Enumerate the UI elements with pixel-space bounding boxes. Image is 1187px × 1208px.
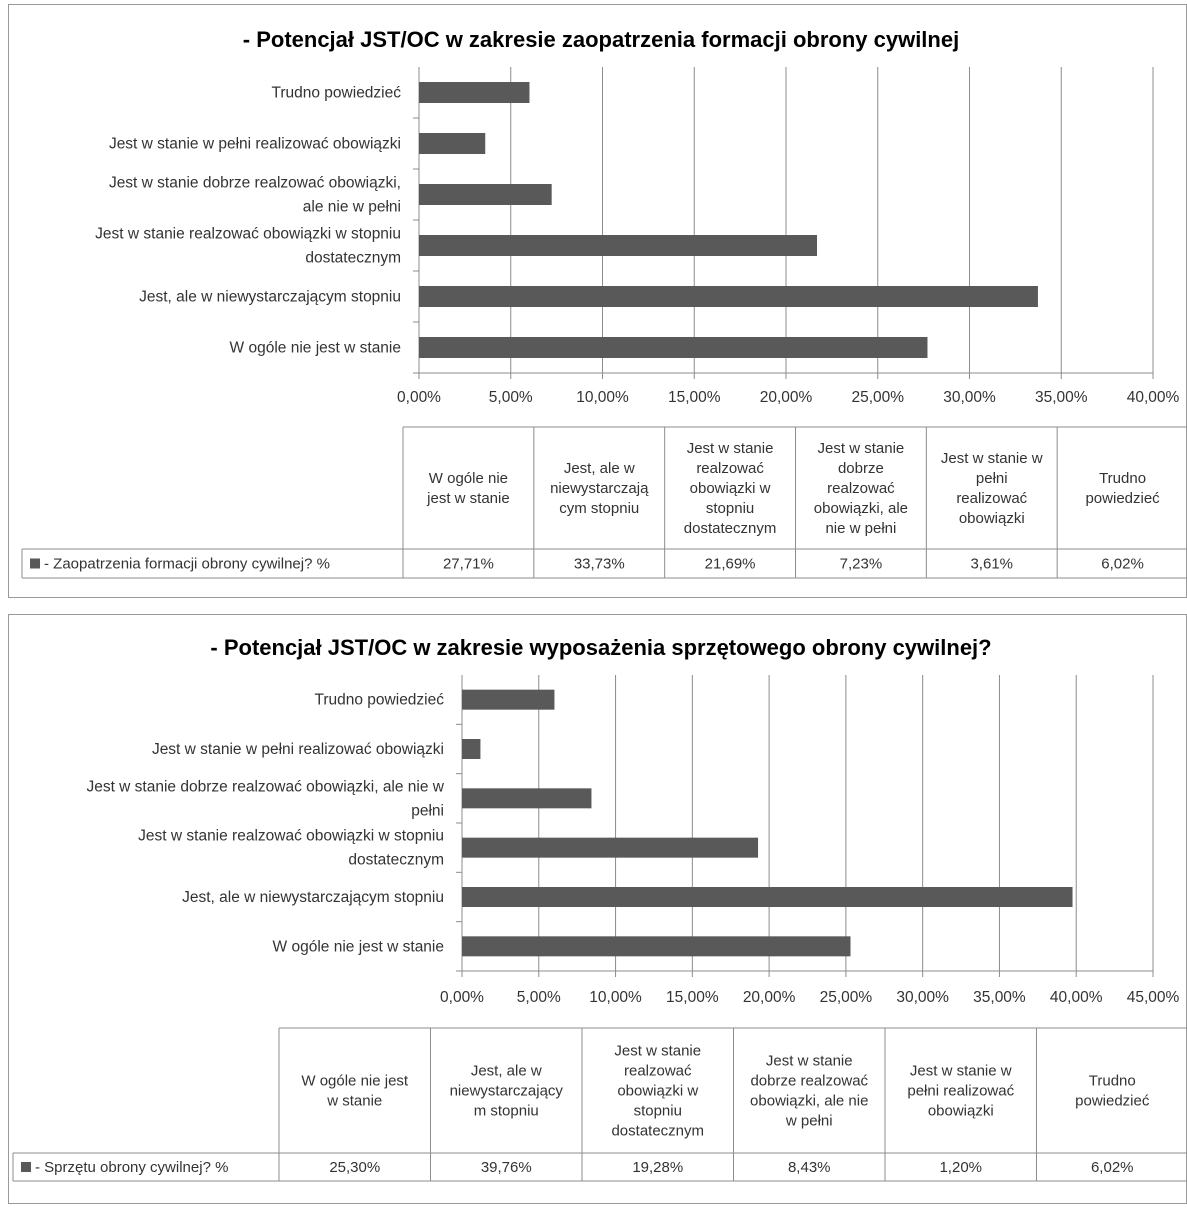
bar — [419, 82, 530, 103]
table-value-cell: 6,02% — [1101, 556, 1144, 573]
chart-panel-supply: - Potencjał JST/OC w zakresie zaopatrzen… — [8, 4, 1187, 598]
bar — [419, 337, 928, 358]
table-value-cell: 33,73% — [574, 556, 625, 573]
bar — [419, 286, 1038, 307]
x-tick-label: 35,00% — [1035, 389, 1088, 406]
x-tick-label: 20,00% — [743, 989, 796, 1006]
table-value-cell: 1,20% — [939, 1159, 982, 1176]
table-value-cell: 27,71% — [443, 556, 494, 573]
category-label: Jest, ale w niewystarczającym stopniu — [139, 289, 401, 306]
chart-supply-svg: - Potencjał JST/OC w zakresie zaopatrzen… — [21, 27, 1187, 579]
chart-equipment-svg: - Potencjał JST/OC w zakresie wyposażeni… — [12, 635, 1187, 1182]
table-header-cell: Jest w stanie dobrze realzować obowiązki, a… — [814, 440, 908, 537]
table-header-cell: Jest w stanie w pełni realizować obowiązki — [941, 450, 1043, 527]
category-label: Jest w stanie w pełni realizować obowiąz… — [109, 136, 401, 153]
table-value-cell: 6,02% — [1091, 1159, 1134, 1176]
x-tick-label: 5,00% — [517, 989, 561, 1006]
bar — [462, 936, 851, 957]
x-tick-label: 25,00% — [851, 389, 904, 406]
category-label: Jest w stanie dobrze realzować obowiązki… — [109, 175, 401, 216]
table-value-cell: 19,28% — [632, 1159, 683, 1176]
bar — [462, 788, 592, 809]
series-name: - Sprzętu obrony cywilnej? % — [35, 1159, 228, 1176]
category-label: W ogóle nie jest w stanie — [273, 938, 444, 955]
table-header-cell: Jest w stanie w pełni realizować obowiązki — [907, 1063, 1014, 1120]
category-label: Jest, ale w niewystarczającym stopniu — [182, 889, 444, 906]
x-tick-label: 40,00% — [1127, 389, 1180, 406]
x-tick-label: 20,00% — [760, 389, 813, 406]
legend-key — [21, 1162, 31, 1172]
category-label: Jest w stanie realzować obowiązki w stop… — [138, 828, 444, 869]
category-label: Jest w stanie w pełni realizować obowiąz… — [152, 741, 444, 758]
table-header-cell: W ogóle nie jest w stanie — [426, 470, 510, 507]
table-header-cell: Jest w stanie realzować obowiązki w stopniu… — [611, 1043, 704, 1140]
table-value-cell: 7,23% — [840, 556, 883, 573]
series-name: - Zaopatrzenia formacji obrony cywilnej?… — [44, 556, 330, 573]
category-label: Jest w stanie dobrze realzować obowiązki… — [86, 778, 444, 819]
table-value-cell: 21,69% — [705, 556, 756, 573]
x-tick-label: 35,00% — [973, 989, 1026, 1006]
bar — [462, 739, 481, 759]
table-value-cell: 39,76% — [481, 1159, 532, 1176]
x-tick-label: 15,00% — [666, 989, 719, 1006]
table-header-cell: Jest w stanie realzować obowiązki w stopniu… — [684, 440, 777, 537]
x-tick-label: 5,00% — [489, 389, 533, 406]
x-tick-label: 25,00% — [820, 989, 873, 1006]
table-value-cell: 3,61% — [970, 556, 1013, 573]
table-header-cell: Trudno powiedzieć — [1075, 1073, 1150, 1110]
category-label: Trudno powiedzieć — [271, 85, 401, 102]
x-tick-label: 45,00% — [1127, 989, 1180, 1006]
chart-title: - Potencjał JST/OC w zakresie wyposażeni… — [210, 635, 991, 660]
table-value-cell: 25,30% — [329, 1159, 380, 1176]
x-tick-label: 10,00% — [576, 389, 629, 406]
chart-panel-equipment: - Potencjał JST/OC w zakresie wyposażeni… — [8, 614, 1187, 1204]
x-tick-label: 30,00% — [943, 389, 996, 406]
bar — [419, 184, 552, 205]
x-tick-label: 40,00% — [1050, 989, 1103, 1006]
category-label: Jest w stanie realzować obowiązki w stop… — [95, 226, 401, 267]
bar — [462, 837, 759, 858]
chart-title: - Potencjał JST/OC w zakresie zaopatrzen… — [243, 27, 959, 52]
x-tick-label: 10,00% — [589, 989, 642, 1006]
table-header-cell: Trudno powiedzieć — [1085, 470, 1160, 507]
category-label: Trudno powiedzieć — [314, 692, 444, 709]
category-label: W ogóle nie jest w stanie — [230, 340, 401, 357]
bar — [419, 133, 486, 154]
x-tick-label: 15,00% — [668, 389, 721, 406]
table-header-cell: W ogóle nie jest w stanie — [301, 1073, 409, 1110]
x-tick-label: 0,00% — [440, 989, 484, 1006]
bar — [462, 887, 1073, 907]
table-value-cell: 8,43% — [788, 1159, 831, 1176]
table-header-cell: Jest w stanie dobrze realzować obowiązki, … — [750, 1053, 868, 1130]
x-tick-label: 30,00% — [896, 989, 949, 1006]
bar — [419, 235, 818, 256]
x-tick-label: 0,00% — [397, 389, 441, 406]
legend-key — [30, 558, 40, 569]
bar — [462, 689, 555, 710]
